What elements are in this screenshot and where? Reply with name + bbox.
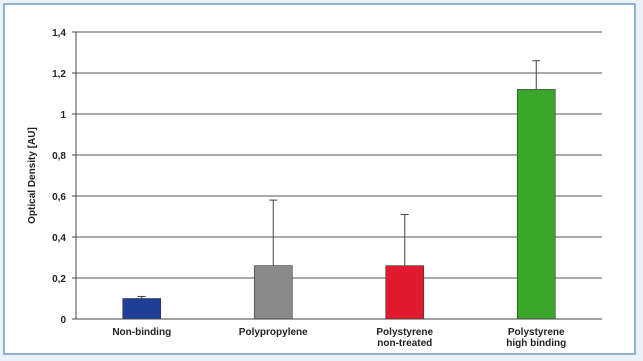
bar xyxy=(516,89,556,320)
y-tick-label: 0,6 xyxy=(52,192,66,203)
category-label: Polystyrene xyxy=(376,327,433,338)
y-tick-label: 0,8 xyxy=(52,151,66,162)
error-bars xyxy=(137,60,541,299)
y-tick-label: 1,4 xyxy=(52,28,66,39)
x-axis-labels: Non-binding Polypropylene Polystyrenenon-t… xyxy=(112,327,566,349)
bar xyxy=(385,265,425,320)
y-axis-title: Optical Density [AU] xyxy=(27,127,38,224)
y-tick-label: 0 xyxy=(60,315,66,326)
bar xyxy=(122,298,162,320)
y-tick-label: 1 xyxy=(60,110,66,121)
y-tick-label: 1,2 xyxy=(52,69,66,80)
category-label: high binding xyxy=(506,338,566,349)
y-tick-label: 0,2 xyxy=(52,274,66,285)
bars xyxy=(122,89,556,320)
bar-chart: 0 0,2 0,4 0,6 0,8 1 1,2 1,4 Non-binding Polyprop… xyxy=(27,28,602,349)
bar xyxy=(253,265,293,320)
category-label: Non-binding xyxy=(112,327,171,338)
gridlines xyxy=(76,31,602,279)
category-label: Polystyrene xyxy=(508,327,565,338)
category-label: Polypropylene xyxy=(239,327,308,338)
category-label: non-treated xyxy=(377,338,432,349)
y-axis-ticks: 0 0,2 0,4 0,6 0,8 1 1,2 1,4 xyxy=(52,28,76,326)
chart-frame: 0 0,2 0,4 0,6 0,8 1 1,2 1,4 Non-binding Polyprop… xyxy=(3,3,636,355)
y-tick-label: 0,4 xyxy=(52,233,66,244)
